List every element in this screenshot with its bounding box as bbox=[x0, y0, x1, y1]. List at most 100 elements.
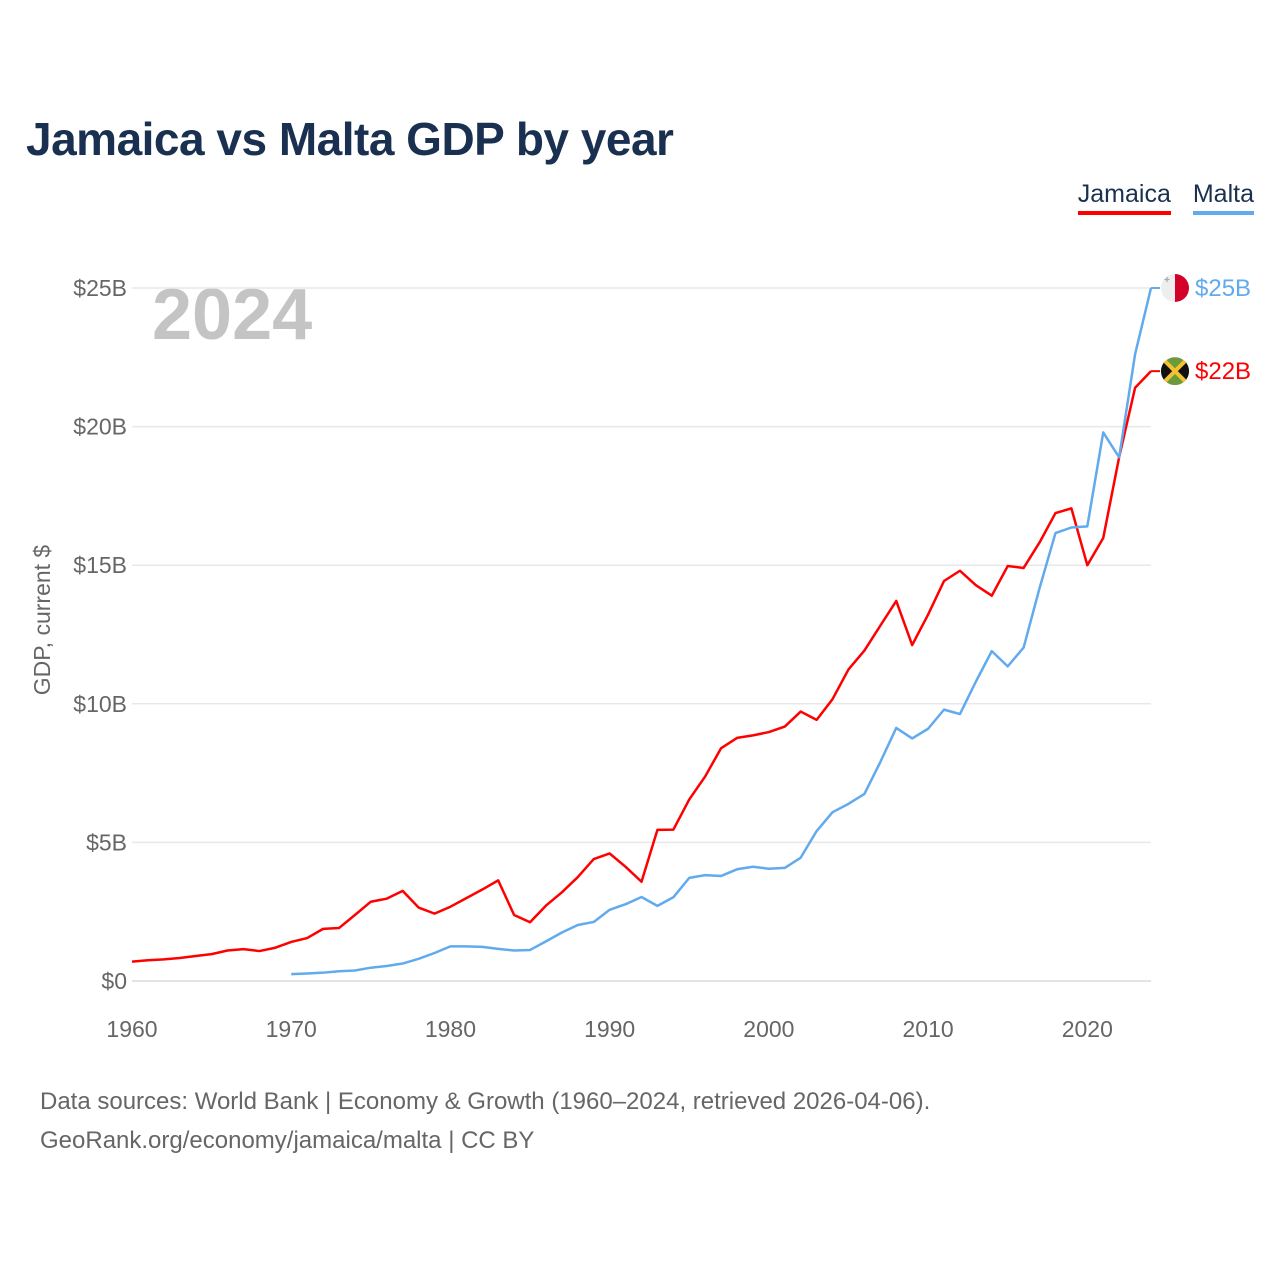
data-point-jamaica bbox=[464, 896, 468, 900]
data-point-jamaica bbox=[1038, 540, 1042, 544]
data-point-malta bbox=[1085, 524, 1089, 528]
data-point-jamaica bbox=[671, 828, 675, 832]
data-point-jamaica bbox=[799, 710, 803, 714]
data-point-malta bbox=[353, 968, 357, 972]
data-point-jamaica bbox=[942, 579, 946, 583]
data-point-jamaica bbox=[990, 594, 994, 598]
footer: Data sources: World Bank | Economy & Gro… bbox=[40, 1082, 930, 1160]
data-point-jamaica bbox=[624, 865, 628, 869]
data-point-malta bbox=[655, 904, 659, 908]
data-point-jamaica bbox=[130, 960, 134, 964]
data-point-jamaica bbox=[608, 851, 612, 855]
data-point-jamaica bbox=[337, 926, 341, 930]
x-tick-label: 1960 bbox=[106, 1016, 157, 1042]
data-point-malta bbox=[448, 944, 452, 948]
data-point-jamaica bbox=[544, 904, 548, 908]
data-point-jamaica bbox=[448, 905, 452, 909]
data-point-malta bbox=[1117, 455, 1121, 459]
data-point-jamaica bbox=[353, 913, 357, 917]
data-point-jamaica bbox=[385, 897, 389, 901]
data-point-jamaica bbox=[592, 857, 596, 861]
data-point-malta bbox=[783, 866, 787, 870]
series-line-malta bbox=[291, 287, 1153, 976]
data-point-jamaica bbox=[751, 733, 755, 737]
data-point-jamaica bbox=[576, 875, 580, 879]
x-tick-label: 2020 bbox=[1062, 1016, 1113, 1042]
x-tick-label: 2010 bbox=[903, 1016, 954, 1042]
data-point-malta bbox=[910, 736, 914, 740]
data-point-jamaica bbox=[401, 889, 405, 893]
data-point-malta bbox=[576, 923, 580, 927]
data-point-malta bbox=[608, 908, 612, 912]
data-point-jamaica bbox=[162, 957, 166, 961]
data-point-jamaica bbox=[369, 900, 373, 904]
data-point-malta bbox=[289, 972, 293, 976]
data-point-malta bbox=[417, 957, 421, 961]
data-point-jamaica bbox=[146, 958, 150, 962]
data-point-malta bbox=[528, 948, 532, 952]
legend: Jamaica Malta bbox=[1077, 180, 1254, 215]
data-point-jamaica bbox=[846, 667, 850, 671]
data-point-malta bbox=[433, 951, 437, 955]
data-point-malta bbox=[1006, 664, 1010, 668]
data-point-jamaica bbox=[735, 736, 739, 740]
data-point-malta bbox=[305, 972, 309, 976]
data-point-malta bbox=[544, 939, 548, 943]
data-point-malta bbox=[926, 727, 930, 731]
data-point-malta bbox=[624, 902, 628, 906]
x-tick-label: 1970 bbox=[266, 1016, 317, 1042]
data-point-malta bbox=[767, 867, 771, 871]
data-point-jamaica bbox=[226, 949, 230, 953]
legend-item-malta[interactable]: Malta bbox=[1192, 180, 1254, 215]
data-point-malta bbox=[1133, 352, 1137, 356]
data-point-malta bbox=[560, 930, 564, 934]
data-point-jamaica bbox=[831, 697, 835, 701]
data-point-jamaica bbox=[894, 599, 898, 603]
data-point-jamaica bbox=[480, 888, 484, 892]
data-point-jamaica bbox=[878, 624, 882, 628]
data-point-malta bbox=[1069, 526, 1073, 530]
y-tick-label: $15B bbox=[73, 552, 127, 578]
x-tick-label: 1990 bbox=[584, 1016, 635, 1042]
data-point-malta bbox=[735, 867, 739, 871]
data-point-jamaica bbox=[1006, 564, 1010, 568]
data-point-jamaica bbox=[719, 746, 723, 750]
y-tick-label: $20B bbox=[73, 414, 127, 440]
data-point-jamaica bbox=[321, 927, 325, 931]
data-point-jamaica bbox=[958, 569, 962, 573]
data-point-malta bbox=[1038, 586, 1042, 590]
data-point-jamaica bbox=[655, 828, 659, 832]
data-point-jamaica bbox=[815, 718, 819, 722]
source-link[interactable]: GeoRank.org/economy/jamaica/malta | CC B… bbox=[40, 1127, 535, 1154]
data-point-jamaica bbox=[417, 906, 421, 910]
data-point-malta bbox=[369, 966, 373, 970]
data-point-malta bbox=[815, 829, 819, 833]
data-point-malta bbox=[480, 945, 484, 949]
legend-item-jamaica[interactable]: Jamaica bbox=[1077, 180, 1171, 215]
data-point-jamaica bbox=[1133, 386, 1137, 390]
data-point-malta bbox=[321, 971, 325, 975]
data-point-jamaica bbox=[974, 583, 978, 587]
y-tick-label: $10B bbox=[73, 691, 127, 717]
data-point-jamaica bbox=[194, 954, 198, 958]
data-point-jamaica bbox=[257, 949, 261, 953]
data-point-jamaica bbox=[910, 643, 914, 647]
end-value-label-jamaica: $22B bbox=[1195, 358, 1251, 385]
data-point-jamaica bbox=[289, 940, 293, 944]
data-point-jamaica bbox=[241, 947, 245, 951]
data-point-jamaica bbox=[1053, 511, 1057, 515]
data-point-jamaica bbox=[560, 890, 564, 894]
data-point-malta bbox=[512, 949, 516, 953]
data-point-jamaica bbox=[703, 774, 707, 778]
data-point-malta bbox=[703, 873, 707, 877]
data-point-jamaica bbox=[862, 649, 866, 653]
data-point-jamaica bbox=[1069, 506, 1073, 510]
data-point-malta bbox=[958, 712, 962, 716]
data-point-malta bbox=[592, 920, 596, 924]
chart-title: Jamaica vs Malta GDP by year bbox=[26, 113, 674, 165]
data-point-jamaica bbox=[687, 797, 691, 801]
data-point-malta bbox=[671, 895, 675, 899]
data-point-jamaica bbox=[273, 946, 277, 950]
data-point-malta bbox=[846, 802, 850, 806]
data-point-malta bbox=[974, 680, 978, 684]
